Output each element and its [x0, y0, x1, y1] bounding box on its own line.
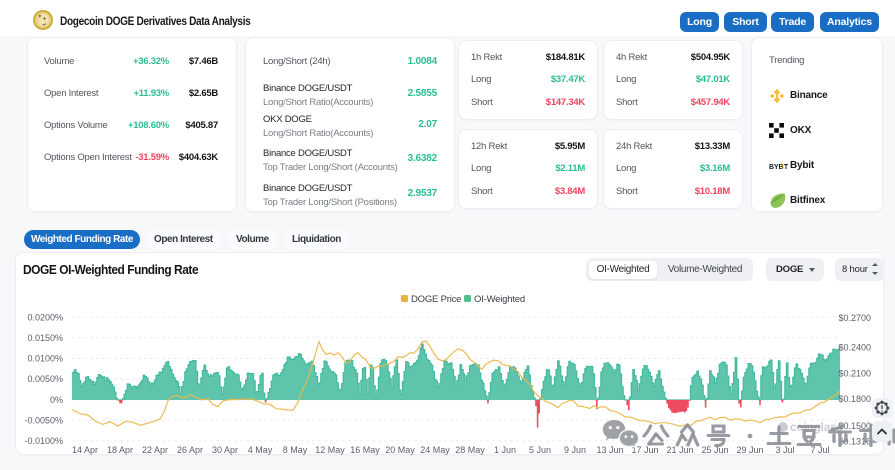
- svg-text:12 May: 12 May: [315, 445, 345, 455]
- svg-text:$0.1316: $0.1316: [838, 437, 871, 447]
- svg-text:!: !: [782, 163, 784, 170]
- svg-text:$0.1800: $0.1800: [838, 394, 871, 404]
- svg-text:0.0200%: 0.0200%: [27, 312, 63, 322]
- svg-text:0%: 0%: [50, 395, 63, 405]
- svg-text:26 Apr: 26 Apr: [177, 445, 203, 455]
- svg-text:22 Apr: 22 Apr: [142, 445, 168, 455]
- svg-text:28 May: 28 May: [455, 445, 485, 455]
- svg-text:$0.2400: $0.2400: [838, 343, 871, 353]
- svg-text:24 May: 24 May: [420, 445, 450, 455]
- svg-text:4 May: 4 May: [248, 445, 273, 455]
- svg-text:T: T: [784, 163, 789, 170]
- svg-text:-0.0100%: -0.0100%: [24, 436, 63, 446]
- svg-text:0.0100%: 0.0100%: [27, 354, 63, 364]
- svg-text:8 May: 8 May: [283, 445, 308, 455]
- svg-text:-0.0050%: -0.0050%: [24, 415, 63, 425]
- svg-text:$0.2700: $0.2700: [838, 313, 871, 323]
- svg-text:$0.2100: $0.2100: [838, 369, 871, 379]
- svg-text:29 Jun: 29 Jun: [736, 445, 763, 455]
- svg-text:20 May: 20 May: [385, 445, 415, 455]
- svg-text:9 Jun: 9 Jun: [564, 445, 586, 455]
- svg-text:BYB: BYB: [769, 163, 784, 170]
- svg-text:17 Jun: 17 Jun: [631, 445, 658, 455]
- svg-text:25 Jun: 25 Jun: [701, 445, 728, 455]
- svg-text:13 Jun: 13 Jun: [596, 445, 623, 455]
- svg-text:0.0050%: 0.0050%: [27, 374, 63, 384]
- svg-text:18 Apr: 18 Apr: [107, 445, 133, 455]
- svg-text:0.0150%: 0.0150%: [27, 333, 63, 343]
- svg-text:16 May: 16 May: [350, 445, 380, 455]
- svg-text:7 Jul: 7 Jul: [810, 445, 829, 455]
- svg-text:3 Jul: 3 Jul: [775, 445, 794, 455]
- svg-text:5 Jun: 5 Jun: [529, 445, 551, 455]
- svg-text:21 Jun: 21 Jun: [666, 445, 693, 455]
- svg-text:1 Jun: 1 Jun: [494, 445, 516, 455]
- svg-text:14 Apr: 14 Apr: [72, 445, 98, 455]
- svg-text:$0.1500: $0.1500: [838, 421, 871, 431]
- svg-text:30 Apr: 30 Apr: [212, 445, 238, 455]
